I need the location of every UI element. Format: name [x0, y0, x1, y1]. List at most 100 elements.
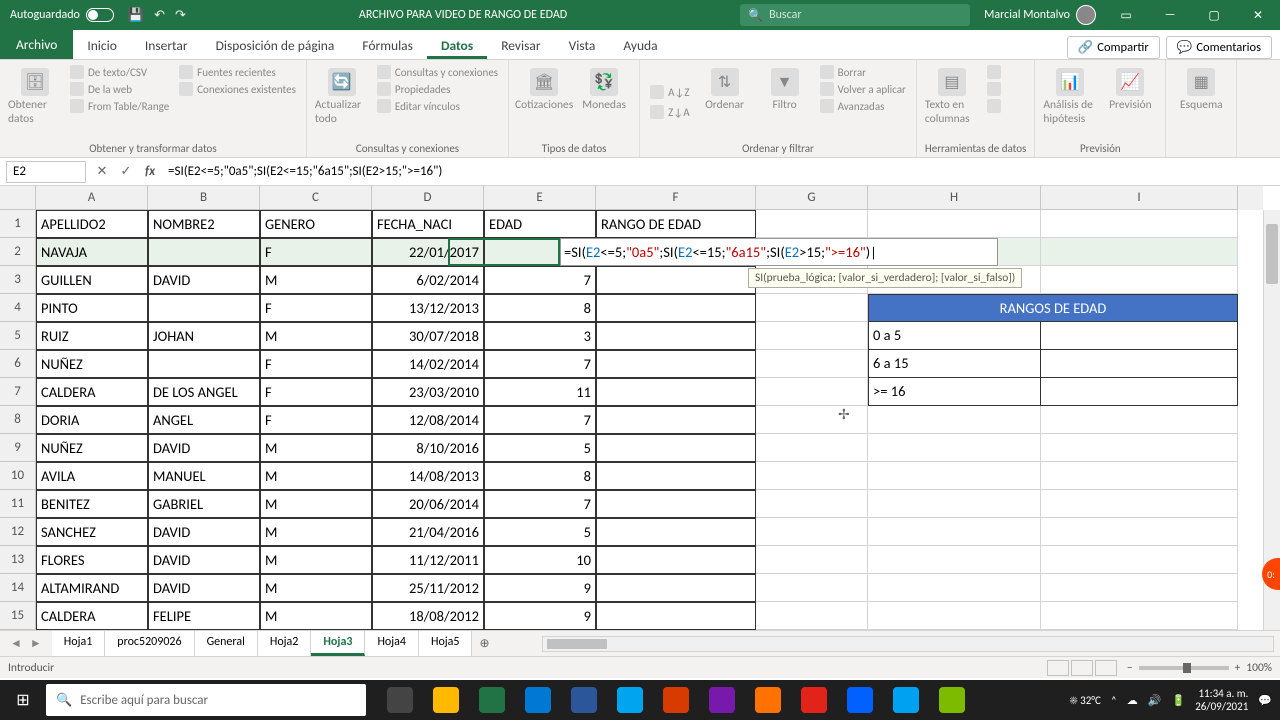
cell[interactable] [596, 266, 756, 294]
cell[interactable] [756, 518, 868, 546]
tab-disposicion[interactable]: Disposición de página [202, 31, 349, 59]
cell[interactable]: 8/10/2016 [372, 434, 484, 462]
tab-revisar[interactable]: Revisar [487, 31, 554, 59]
cell[interactable]: CALDERA [36, 378, 148, 406]
cell[interactable] [756, 294, 868, 322]
col-header-I[interactable]: I [1041, 186, 1238, 210]
col-header-D[interactable]: D [372, 186, 484, 210]
tell-me-search[interactable]: 🔍 Buscar [740, 4, 970, 26]
currency-datatype[interactable]: 💱Monedas [577, 64, 631, 140]
existing-connections[interactable]: Conexiones existentes [177, 81, 298, 97]
taskbar-apps[interactable] [378, 680, 974, 720]
row-headers[interactable]: 123456789101112131415 [0, 210, 36, 630]
taskbar-app[interactable] [884, 680, 928, 720]
cell[interactable] [756, 434, 868, 462]
cell[interactable]: 13/12/2013 [372, 294, 484, 322]
cell[interactable]: MANUEL [148, 462, 260, 490]
cell[interactable]: M [260, 546, 372, 574]
sheet-tab-Hoja2[interactable]: Hoja2 [258, 631, 312, 656]
cell[interactable]: DAVID [148, 546, 260, 574]
chevron-up-icon[interactable]: ˄ [1111, 694, 1117, 707]
ribbon-display-icon[interactable]: ▭ [1104, 0, 1148, 30]
cell[interactable] [1041, 434, 1238, 462]
cell[interactable] [1041, 406, 1238, 434]
cell[interactable] [596, 350, 756, 378]
cell[interactable] [868, 406, 1041, 434]
cell[interactable]: ANGEL [148, 406, 260, 434]
cell[interactable]: >= 16 [868, 378, 1041, 406]
cell[interactable] [756, 602, 868, 630]
cell[interactable]: 5 [484, 434, 596, 462]
cell[interactable]: 11/12/2011 [372, 546, 484, 574]
row-header-13[interactable]: 13 [0, 546, 36, 574]
cell[interactable] [868, 518, 1041, 546]
get-data-button[interactable]: 🗄Obtener datos [8, 64, 62, 140]
cell[interactable] [1041, 546, 1238, 574]
autosave-toggle[interactable]: Autoguardado [10, 8, 114, 22]
cell[interactable] [756, 378, 868, 406]
sheet-tab-Hoja1[interactable]: Hoja1 [52, 631, 106, 656]
flash-fill[interactable] [985, 64, 1003, 80]
cell[interactable]: 23/03/2010 [372, 378, 484, 406]
cell[interactable]: 21/04/2016 [372, 518, 484, 546]
cell[interactable] [596, 602, 756, 630]
cell[interactable] [1041, 266, 1238, 294]
row-header-12[interactable]: 12 [0, 518, 36, 546]
cell[interactable] [148, 350, 260, 378]
cell[interactable] [596, 294, 756, 322]
taskbar-app[interactable] [470, 680, 514, 720]
refresh-all-button[interactable]: 🔄Actualizar todo [315, 64, 369, 140]
row-header-4[interactable]: 4 [0, 294, 36, 322]
cell[interactable] [756, 350, 868, 378]
quick-access-toolbar[interactable]: 💾 ↶ ↷ [128, 8, 186, 23]
row-header-8[interactable]: 8 [0, 406, 36, 434]
stocks-datatype[interactable]: 🏛Cotizaciones [517, 64, 571, 140]
taskbar-app[interactable] [700, 680, 744, 720]
system-tray[interactable]: ☀ 32°C ˄ ☁🔊🔋 11:34 a. m. 26/09/2021 💬 [1070, 687, 1280, 713]
from-web[interactable]: De la web [68, 81, 171, 97]
cell[interactable]: DAVID [148, 266, 260, 294]
cell[interactable]: DAVID [148, 518, 260, 546]
data-validation[interactable] [985, 98, 1003, 114]
cell[interactable] [1041, 238, 1238, 266]
cell[interactable]: CALDERA [36, 602, 148, 630]
row-header-14[interactable]: 14 [0, 574, 36, 602]
cell[interactable]: 20/06/2014 [372, 490, 484, 518]
fx-icon[interactable]: fx [138, 164, 162, 179]
cell[interactable] [868, 574, 1041, 602]
cell[interactable]: APELLIDO2 [36, 210, 148, 238]
cell[interactable]: GENERO [260, 210, 372, 238]
col-header-A[interactable]: A [36, 186, 148, 210]
horizontal-scrollbar[interactable] [542, 636, 1274, 652]
tab-file[interactable]: Archivo [0, 30, 73, 59]
row-header-15[interactable]: 15 [0, 602, 36, 630]
cell[interactable] [868, 462, 1041, 490]
row-header-7[interactable]: 7 [0, 378, 36, 406]
col-header-H[interactable]: H [868, 186, 1041, 210]
cell[interactable] [868, 602, 1041, 630]
row-header-5[interactable]: 5 [0, 322, 36, 350]
cell[interactable]: SANCHEZ [36, 518, 148, 546]
what-if-analysis[interactable]: 📊Análisis de hipótesis [1043, 64, 1097, 140]
cell[interactable]: M [260, 490, 372, 518]
cell[interactable]: DAVID [148, 434, 260, 462]
col-header-C[interactable]: C [260, 186, 372, 210]
cell[interactable] [1041, 378, 1238, 406]
cell[interactable]: FECHA_NACI [372, 210, 484, 238]
cell[interactable] [756, 574, 868, 602]
cell[interactable] [1041, 490, 1238, 518]
sheet-tab-proc5209026[interactable]: proc5209026 [105, 631, 194, 656]
cell[interactable]: M [260, 434, 372, 462]
cell[interactable] [756, 490, 868, 518]
cell[interactable]: 9 [484, 602, 596, 630]
cell[interactable]: M [260, 322, 372, 350]
start-button[interactable]: ⊞ [0, 680, 46, 720]
cell[interactable]: 0 a 5 [868, 322, 1041, 350]
cell[interactable]: DE LOS ANGEL [148, 378, 260, 406]
sheet-tab-Hoja5[interactable]: Hoja5 [419, 631, 473, 656]
row-header-1[interactable]: 1 [0, 210, 36, 238]
cell[interactable] [868, 546, 1041, 574]
tab-insertar[interactable]: Insertar [131, 31, 202, 59]
cell[interactable] [1041, 518, 1238, 546]
cancel-formula-icon[interactable]: ✕ [90, 164, 114, 179]
